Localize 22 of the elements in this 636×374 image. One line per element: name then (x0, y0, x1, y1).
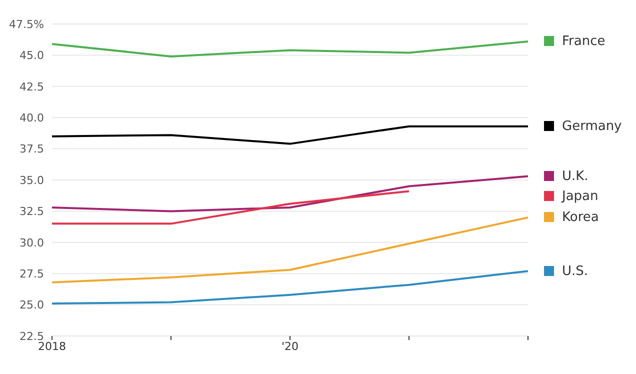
y-tick-label: 47.5% (9, 18, 44, 31)
legend-label: Japan (562, 188, 598, 204)
x-tick-label: '20 (281, 340, 299, 353)
y-tick-label: 37.5 (20, 142, 44, 156)
y-tick-label: 40.0 (20, 112, 44, 125)
y-tick-label: 25.0 (20, 298, 44, 312)
legend-label: France (562, 34, 606, 49)
y-tick-label: 32.5 (20, 205, 44, 218)
line-series (52, 125, 528, 145)
line-series (52, 175, 528, 212)
y-tick-label: 42.5 (20, 80, 44, 94)
line-series (52, 40, 528, 58)
legend-label: Germany (562, 118, 622, 134)
legend-label: U.K. (562, 168, 588, 184)
y-tick-label: 30.0 (20, 236, 44, 250)
line-series (52, 270, 528, 305)
line-series (52, 216, 528, 284)
legend-label: Korea (562, 210, 599, 225)
y-tick-label: 27.5 (20, 268, 44, 281)
y-tick-label: 45.0 (20, 49, 44, 62)
legend-label: U.S. (562, 264, 588, 279)
y-tick-label: 35.0 (20, 174, 44, 187)
